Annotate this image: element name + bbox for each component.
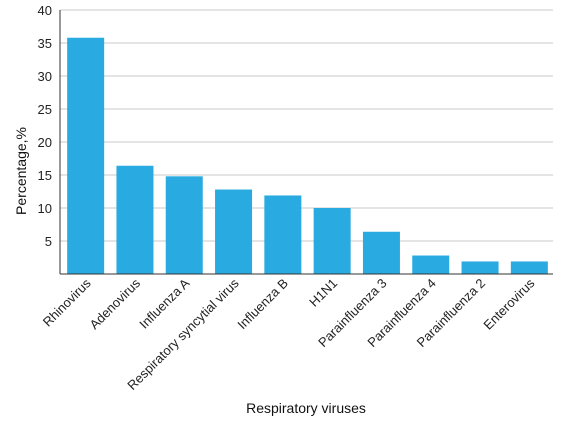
y-tick-label: 20	[38, 135, 52, 150]
y-tick-label: 25	[38, 102, 52, 117]
bar	[116, 165, 154, 274]
x-tick-label: Enterovirus	[480, 275, 537, 332]
bar	[67, 37, 105, 274]
bar	[264, 195, 302, 274]
y-tick-label: 40	[38, 3, 52, 18]
y-tick-label: 5	[45, 234, 52, 249]
bar	[165, 176, 203, 274]
bar	[362, 231, 400, 274]
x-tick-label: H1N1	[306, 276, 340, 310]
bar	[510, 261, 548, 274]
bars	[67, 37, 548, 274]
y-tick-labels: 5 10 15 20 25 30 35 40	[38, 3, 52, 249]
y-tick-label: 30	[38, 69, 52, 84]
x-tick-label: Adenovirus	[86, 275, 143, 332]
y-tick-label: 10	[38, 201, 52, 216]
x-axis-title: Respiratory viruses	[246, 400, 366, 416]
axes	[59, 10, 553, 275]
bar	[461, 261, 499, 274]
y-tick-label: 15	[38, 168, 52, 183]
x-tick-label: Influenza B	[234, 276, 291, 333]
bar	[412, 255, 450, 274]
bar	[215, 189, 253, 274]
y-tick-label: 35	[38, 36, 52, 51]
y-axis-title: Percentage,%	[13, 127, 29, 215]
bar	[313, 208, 351, 274]
